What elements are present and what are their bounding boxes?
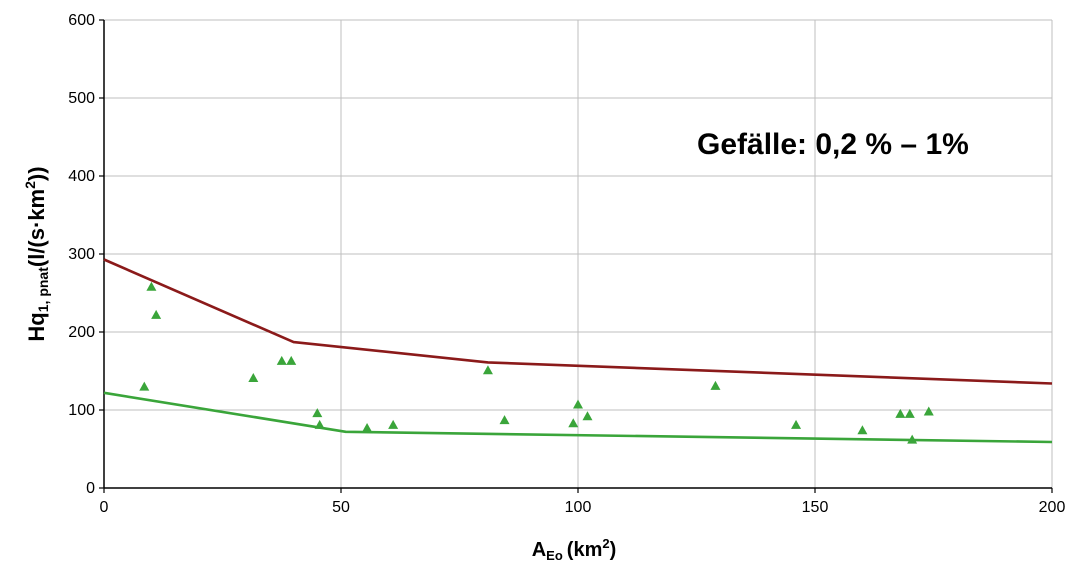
- y-axis-title: Hq1, pnat(l/(s·km2)): [22, 166, 51, 341]
- data-point: [362, 422, 373, 432]
- data-point: [710, 380, 721, 390]
- y-tick-label: 200: [68, 324, 95, 341]
- data-point: [248, 373, 259, 383]
- data-point: [907, 434, 918, 444]
- data-point: [286, 355, 297, 365]
- data-point: [573, 399, 583, 409]
- y-axis-title-main: Hq: [24, 312, 49, 341]
- data-point: [388, 419, 399, 429]
- data-point: [568, 418, 579, 428]
- data-point: [314, 419, 325, 429]
- x-tick-label: 0: [100, 499, 109, 516]
- y-tick-label: 400: [68, 168, 95, 185]
- x-tick-label: 150: [802, 499, 829, 516]
- data-point: [151, 309, 162, 319]
- grid-lines: [104, 19, 1053, 488]
- data-point: [276, 355, 287, 365]
- y-axis-title-unit: (l/(s·km: [24, 189, 49, 267]
- y-axis-title-sub: 1, pnat: [35, 267, 51, 312]
- y-tick-label: 300: [68, 246, 95, 263]
- y-axis-title-unit-close: )): [24, 166, 49, 181]
- series-lines: [103, 258, 1053, 444]
- x-tick-label: 200: [1039, 499, 1066, 516]
- data-point: [791, 419, 802, 429]
- x-axis-title-unit-sup: 2: [602, 536, 609, 551]
- x-axis-title-unit: (km: [567, 539, 603, 561]
- y-tick-label: 100: [68, 402, 95, 419]
- data-point: [146, 281, 157, 291]
- x-axis-title-main: A: [532, 539, 546, 561]
- series-points: [139, 281, 934, 444]
- slope-annotation: Gefälle: 0,2 % – 1%: [697, 128, 969, 161]
- data-point: [904, 408, 915, 418]
- data-point: [857, 425, 868, 435]
- data-point: [499, 415, 510, 425]
- data-point: [923, 406, 934, 416]
- x-axis-title: AEo (km2): [532, 536, 617, 561]
- series-line-upper_line: [103, 258, 1053, 385]
- y-tick-label: 600: [68, 12, 95, 29]
- y-tick-label: 0: [86, 480, 95, 497]
- x-axis-title-sub: Eo: [546, 548, 563, 561]
- data-point: [895, 408, 906, 418]
- x-tick-label: 50: [332, 499, 350, 516]
- series-line-lower_line: [103, 391, 1053, 444]
- data-point: [482, 365, 493, 375]
- y-tick-label: 500: [68, 90, 95, 107]
- x-tick-label: 100: [565, 499, 592, 516]
- x-axis-title-unit-close: ): [610, 539, 617, 561]
- y-axis-title-unit-sup: 2: [22, 181, 38, 189]
- data-point: [582, 411, 593, 421]
- data-point: [312, 408, 323, 418]
- tick-labels: 0 100 200 300 400 500 600 0 50 100 150 200: [68, 12, 1065, 516]
- data-point: [139, 381, 150, 391]
- axes: [99, 19, 1053, 493]
